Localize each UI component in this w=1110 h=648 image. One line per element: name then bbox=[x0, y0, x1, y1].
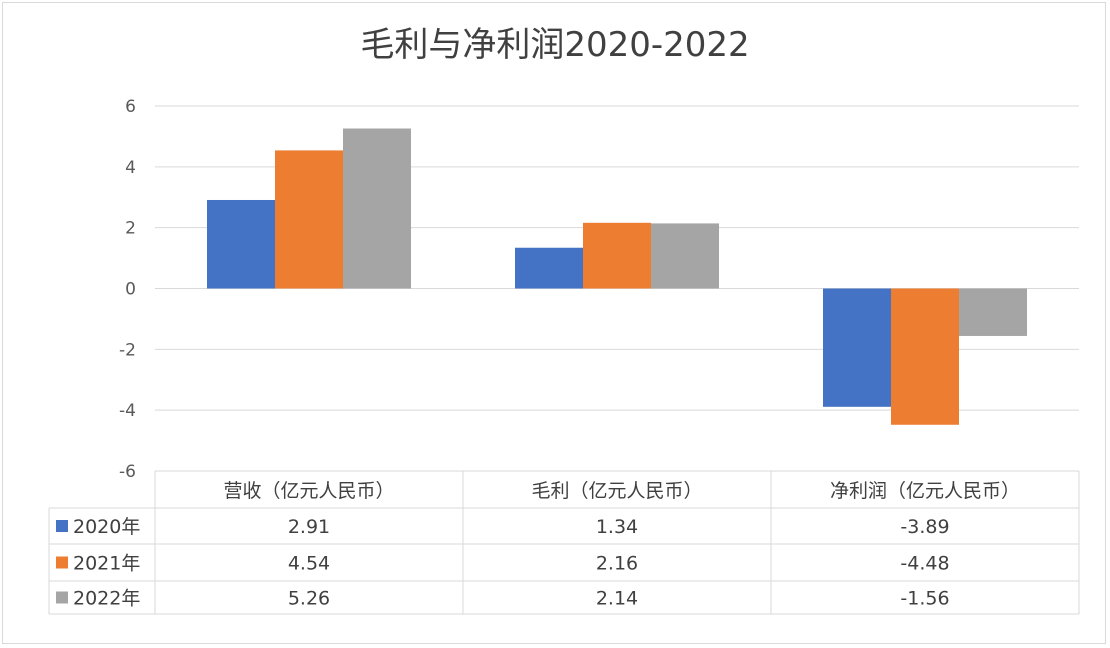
bar bbox=[207, 199, 275, 289]
bar bbox=[343, 128, 411, 289]
y-tick-label: -2 bbox=[119, 340, 136, 360]
y-tick-label: -6 bbox=[119, 462, 136, 482]
bar bbox=[823, 288, 891, 407]
y-tick-label: 6 bbox=[125, 97, 136, 117]
y-axis-ticks: 6 4 2 0 -2 -4 -6 bbox=[119, 97, 136, 482]
data-label: -3.89 bbox=[900, 516, 949, 538]
data-label: 4.54 bbox=[288, 553, 330, 575]
data-label: 5.26 bbox=[288, 588, 330, 610]
chart-title: 毛利与净利润2020-2022 bbox=[360, 25, 749, 65]
y-tick-label: 2 bbox=[125, 219, 136, 239]
y-tick-label: 4 bbox=[125, 158, 136, 178]
bar bbox=[515, 247, 583, 289]
legend-label: 2022年 bbox=[73, 588, 140, 610]
bar bbox=[959, 288, 1027, 336]
legend-swatch bbox=[56, 520, 68, 532]
data-label: 1.34 bbox=[596, 516, 638, 538]
data-label: -1.56 bbox=[900, 588, 949, 610]
bar bbox=[275, 150, 343, 289]
category-label: 净利润（亿元人民币） bbox=[830, 480, 1020, 502]
data-label: 2.14 bbox=[596, 588, 638, 610]
data-label: -4.48 bbox=[900, 553, 949, 575]
y-tick-label: 0 bbox=[125, 280, 136, 300]
bars bbox=[207, 128, 1027, 425]
data-table: 营收（亿元人民币） 毛利（亿元人民币） 净利润（亿元人民币） 2020年 2.91 1.3… bbox=[48, 470, 1080, 615]
category-label: 营收（亿元人民币） bbox=[223, 480, 394, 502]
legend-label: 2021年 bbox=[73, 553, 140, 575]
bar bbox=[651, 223, 719, 289]
y-tick-label: -4 bbox=[119, 401, 136, 421]
legend-swatch bbox=[56, 591, 68, 604]
legend-swatch bbox=[56, 556, 68, 569]
data-label: 2.91 bbox=[288, 516, 330, 538]
data-label: 2.16 bbox=[596, 553, 638, 575]
legend-label: 2020年 bbox=[73, 516, 140, 538]
bar bbox=[891, 288, 959, 425]
bar bbox=[583, 222, 651, 289]
category-label: 毛利（亿元人民币） bbox=[531, 480, 702, 502]
